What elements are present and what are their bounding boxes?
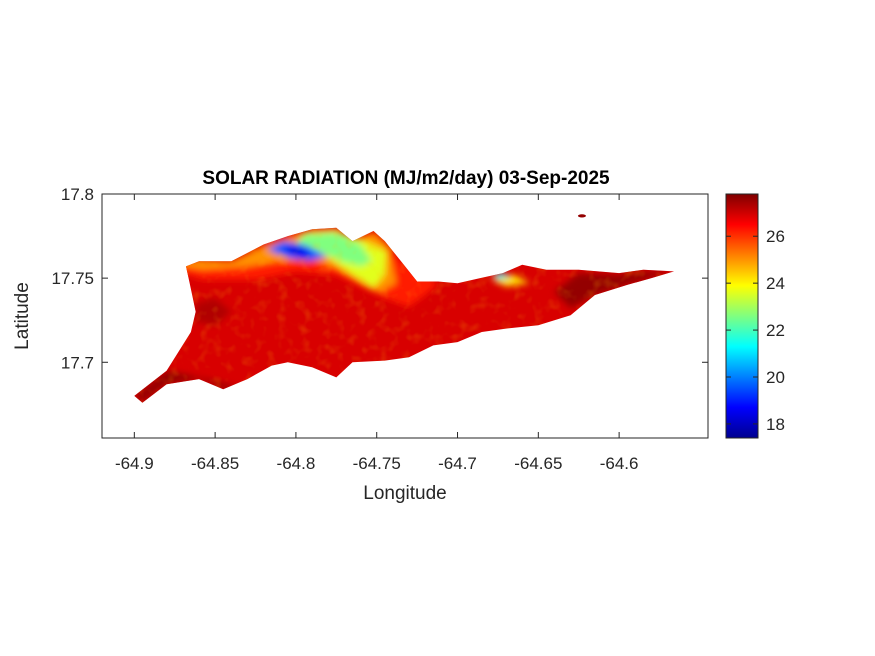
x-tick-label: -64.65 bbox=[514, 454, 562, 473]
islet bbox=[578, 214, 586, 217]
y-tick-label: 17.75 bbox=[51, 269, 94, 288]
x-tick-label: -64.8 bbox=[277, 454, 316, 473]
colorbar: 18 20 22 24 26 bbox=[726, 194, 785, 438]
x-axis-label: Longitude bbox=[363, 483, 446, 504]
colorbar-tick-label: 22 bbox=[766, 321, 785, 340]
colorbar-tick-label: 20 bbox=[766, 368, 785, 387]
y-tick-label: 17.7 bbox=[61, 353, 94, 372]
chart-title: SOLAR RADIATION (MJ/m2/day) 03-Sep-2025 bbox=[202, 168, 610, 189]
x-tick-label: -64.75 bbox=[353, 454, 401, 473]
colorbar-bar bbox=[726, 194, 758, 438]
colorbar-tick-label: 26 bbox=[766, 227, 785, 246]
x-tick-label: -64.9 bbox=[115, 454, 154, 473]
colorbar-tick-label: 18 bbox=[766, 415, 785, 434]
y-axis-label: Latitude bbox=[12, 282, 33, 350]
x-tick-label: -64.7 bbox=[438, 454, 477, 473]
colorbar-tick-label: 24 bbox=[766, 274, 785, 293]
y-tick-label: 17.8 bbox=[61, 185, 94, 204]
x-tick-label: -64.6 bbox=[600, 454, 639, 473]
x-tick-label: -64.85 bbox=[191, 454, 239, 473]
